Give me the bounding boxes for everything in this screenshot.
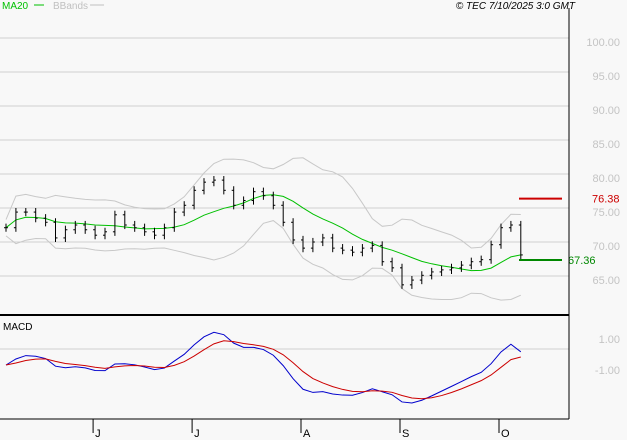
macd-line bbox=[5, 331, 522, 404]
y-tick-label: 90.00 bbox=[592, 105, 620, 117]
y-tick-label: 95.00 bbox=[592, 71, 620, 83]
macd-title: MACD bbox=[3, 322, 32, 333]
legend-ma20: MA20 bbox=[2, 1, 29, 12]
x-tick-label: S bbox=[402, 428, 409, 440]
x-tick-label: O bbox=[501, 428, 510, 440]
y-tick-label: 85.00 bbox=[592, 139, 620, 151]
y-tick-label: 100.00 bbox=[586, 37, 620, 49]
x-tick-label: J bbox=[194, 428, 200, 440]
signal-line bbox=[5, 340, 521, 400]
y-tick-label: 65.00 bbox=[592, 275, 620, 287]
price-marker-label: 76.38 bbox=[592, 194, 620, 206]
y-tick-label: 80.00 bbox=[592, 173, 620, 185]
x-tick-label: J bbox=[95, 428, 101, 440]
x-tick-label: A bbox=[303, 428, 311, 440]
y-tick-label: 70.00 bbox=[592, 241, 620, 253]
macd-tick-label: 1.00 bbox=[599, 334, 620, 346]
bband-lower bbox=[5, 220, 521, 301]
price-marker-label: 67.36 bbox=[568, 255, 596, 267]
legend-bbands: BBands bbox=[53, 1, 88, 12]
macd-tick-label: -1.00 bbox=[595, 365, 620, 377]
y-tick-label: 75.00 bbox=[592, 207, 620, 219]
copyright: © TEC 7/10/2025 3:0 GMT bbox=[456, 1, 576, 12]
bband-upper bbox=[5, 157, 521, 249]
